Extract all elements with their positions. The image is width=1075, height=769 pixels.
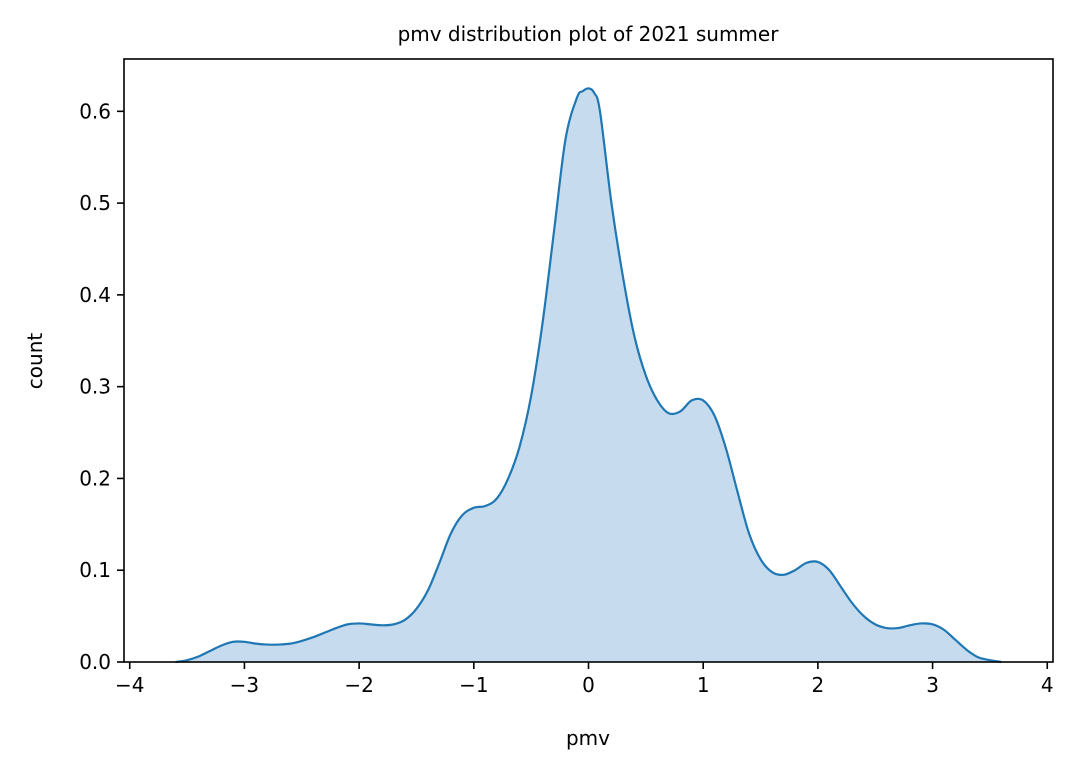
y-axis-label: count bbox=[23, 333, 47, 390]
x-tick-label-2: −2 bbox=[344, 673, 373, 697]
y-axis: 0.0 0.1 0.2 0.3 0.4 0.5 0.6 bbox=[79, 99, 124, 674]
x-tick-label-1: −3 bbox=[230, 673, 259, 697]
y-tick-label-5: 0.5 bbox=[79, 191, 111, 215]
x-tick-label-6: 2 bbox=[812, 673, 825, 697]
density-line-0 bbox=[175, 87, 1002, 664]
y-tick-label-6: 0.6 bbox=[79, 99, 111, 123]
x-axis-label: pmv bbox=[566, 726, 610, 750]
x-tick-label-7: 3 bbox=[926, 673, 939, 697]
y-tick-label-2: 0.2 bbox=[79, 466, 111, 490]
x-tick-label-4: 0 bbox=[582, 673, 595, 697]
y-tick-label-4: 0.4 bbox=[79, 283, 111, 307]
y-tick-label-3: 0.3 bbox=[79, 375, 111, 399]
y-tick-label-0: 0.0 bbox=[79, 650, 111, 674]
x-tick-label-5: 1 bbox=[697, 673, 710, 697]
chart-title: pmv distribution plot of 2021 summer bbox=[398, 22, 780, 46]
plot-area bbox=[175, 87, 1002, 664]
x-tick-label-0: −4 bbox=[115, 673, 144, 697]
x-axis: −4 −3 −2 −1 0 1 2 3 4 bbox=[115, 662, 1054, 697]
y-tick-label-1: 0.1 bbox=[79, 558, 111, 582]
x-tick-label-8: 4 bbox=[1041, 673, 1054, 697]
density-area-0 bbox=[175, 88, 1002, 662]
x-tick-label-3: −1 bbox=[459, 673, 488, 697]
